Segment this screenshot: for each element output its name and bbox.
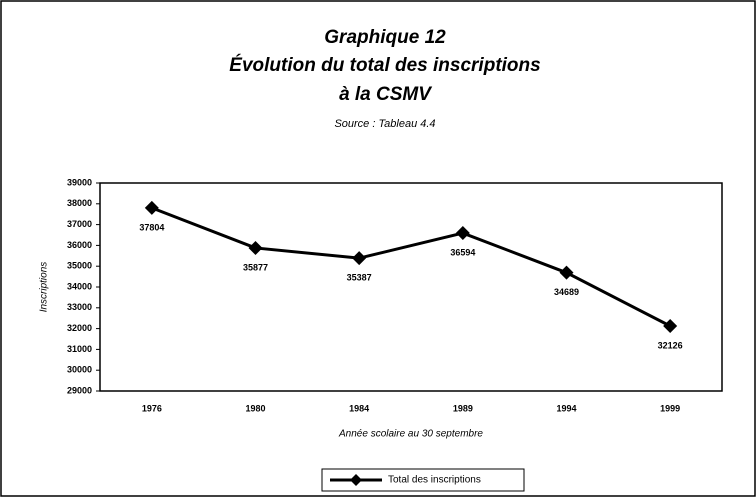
x-tick-label: 1994 xyxy=(556,403,576,413)
data-label: 35387 xyxy=(347,273,372,283)
y-tick-label: 38000 xyxy=(67,198,92,208)
x-tick-label: 1984 xyxy=(349,403,369,413)
chart-title: Évolution du total des inscriptions xyxy=(229,54,540,76)
y-axis-label: Inscriptions xyxy=(39,262,50,313)
y-tick-label: 35000 xyxy=(67,261,92,271)
y-tick-label: 33000 xyxy=(67,302,92,312)
legend-marker xyxy=(350,474,362,486)
y-tick-label: 31000 xyxy=(67,344,92,354)
chart-subtitle: Source : Tableau 4.4 xyxy=(334,118,435,130)
marker xyxy=(144,200,159,215)
x-axis-label: Année scolaire au 30 septembre xyxy=(338,429,483,440)
data-label: 35877 xyxy=(243,262,268,272)
y-tick-label: 36000 xyxy=(67,240,92,250)
data-label: 37804 xyxy=(139,222,164,232)
plot-area xyxy=(99,182,723,392)
marker xyxy=(352,251,367,266)
x-tick-label: 1999 xyxy=(660,403,680,413)
y-tick-label: 39000 xyxy=(67,177,92,187)
marker xyxy=(248,240,263,255)
chart-title: à la CSMV xyxy=(339,84,432,105)
y-tick-label: 37000 xyxy=(67,219,92,229)
chart-title: Graphique 12 xyxy=(324,27,446,48)
legend-label: Total des inscriptions xyxy=(388,475,481,486)
data-label: 34689 xyxy=(554,287,579,297)
x-tick-label: 1980 xyxy=(245,403,265,413)
y-tick-label: 32000 xyxy=(67,323,92,333)
x-tick-label: 1989 xyxy=(453,403,473,413)
x-tick-label: 1976 xyxy=(142,403,162,413)
marker xyxy=(663,318,678,333)
legend xyxy=(321,468,525,492)
line xyxy=(151,206,671,328)
y-tick-label: 29000 xyxy=(67,385,92,395)
data-label: 36594 xyxy=(450,247,475,257)
marker xyxy=(455,226,470,241)
data-label: 32126 xyxy=(658,340,683,350)
y-tick-label: 30000 xyxy=(67,365,92,375)
marker xyxy=(559,265,574,280)
y-tick-label: 34000 xyxy=(67,281,92,291)
